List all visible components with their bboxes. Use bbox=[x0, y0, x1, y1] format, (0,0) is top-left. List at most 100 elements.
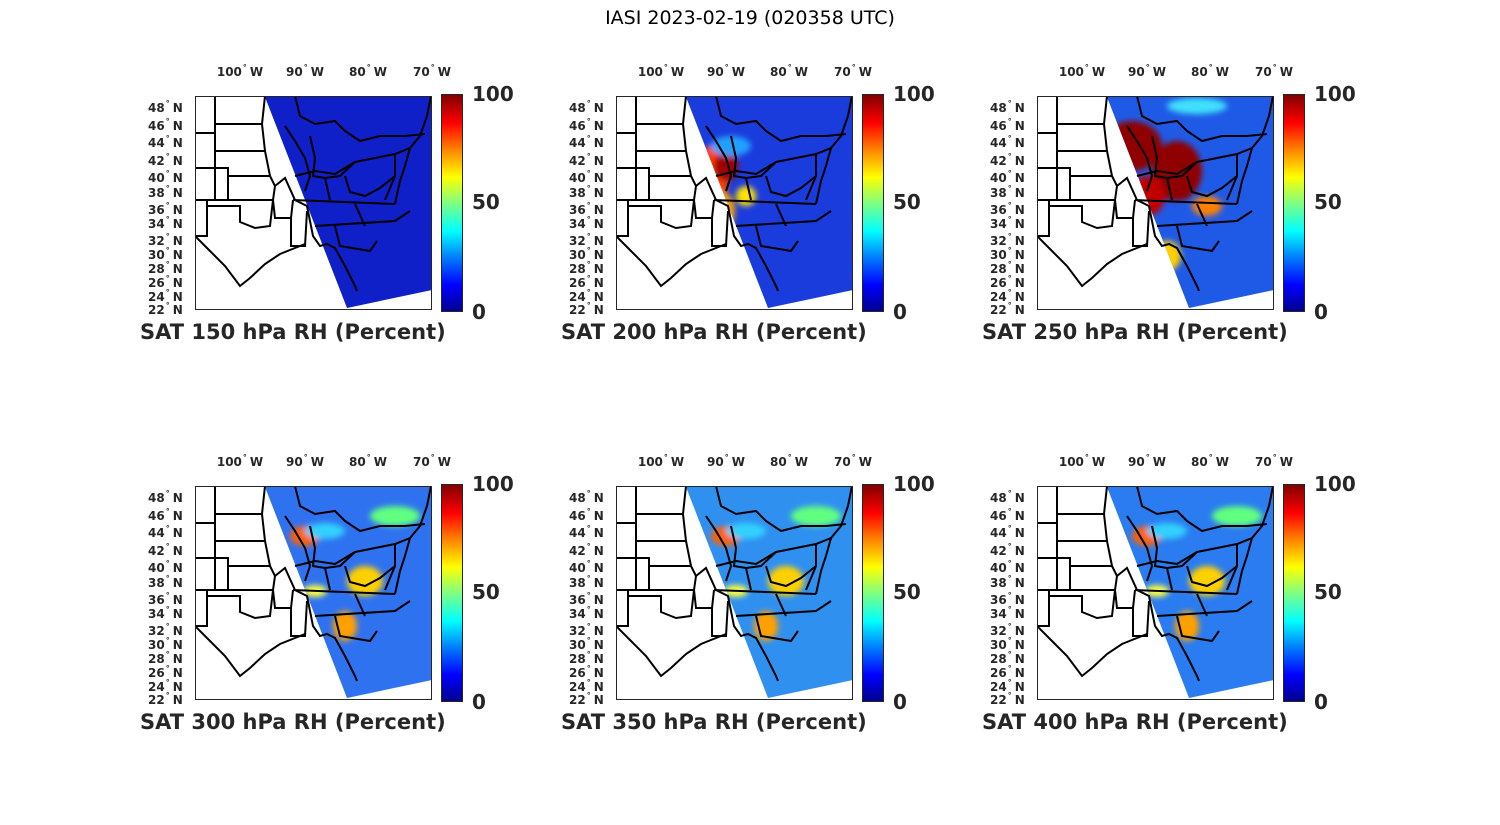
state-boundary bbox=[1102, 96, 1119, 201]
humidity-region bbox=[1212, 506, 1262, 526]
colorbar-tick-label: 50 bbox=[893, 190, 921, 214]
state-boundary bbox=[294, 486, 426, 533]
lon-tick-label: 80° W bbox=[1191, 63, 1229, 79]
state-boundary bbox=[1134, 199, 1238, 205]
colorbar bbox=[862, 484, 884, 702]
lat-tick-label: 46° N bbox=[990, 507, 1025, 523]
state-boundary bbox=[616, 589, 695, 627]
lat-tick-label: 38° N bbox=[990, 184, 1025, 200]
lat-tick-label: 46° N bbox=[569, 117, 604, 133]
state-boundary bbox=[715, 486, 853, 567]
lat-tick-label: 44° N bbox=[990, 524, 1025, 540]
lat-tick-label: 22° N bbox=[990, 301, 1025, 317]
state-boundary bbox=[1156, 210, 1253, 227]
colorbar-tick-label: 0 bbox=[893, 300, 907, 324]
lat-tick-label: 46° N bbox=[148, 507, 183, 523]
state-boundary bbox=[314, 210, 411, 227]
lat-tick-label: 48° N bbox=[990, 489, 1025, 505]
state-boundary bbox=[1236, 147, 1253, 205]
map-frame bbox=[195, 96, 432, 310]
lat-tick-label: 26° N bbox=[148, 664, 183, 680]
lat-tick-label: 42° N bbox=[990, 542, 1025, 558]
lon-tick-label: 90° W bbox=[707, 453, 745, 469]
lat-tick-label: 22° N bbox=[569, 691, 604, 707]
humidity-region bbox=[726, 523, 766, 539]
lat-tick-label: 22° N bbox=[148, 301, 183, 317]
lat-tick-label: 48° N bbox=[569, 489, 604, 505]
state-boundary bbox=[1037, 199, 1116, 237]
humidity-region bbox=[768, 566, 804, 596]
lat-tick-label: 24° N bbox=[148, 678, 183, 694]
lat-tick-label: 32° N bbox=[148, 232, 183, 248]
map-panel: 100° W 90° W 80° W 70° W 48° N 46° N 44° N 42° N 40° N 38°… bbox=[140, 453, 615, 816]
colorbar-tick-label: 100 bbox=[472, 82, 514, 106]
lat-tick-label: 40° N bbox=[569, 559, 604, 575]
state-boundary bbox=[195, 589, 274, 627]
colorbar-tick-label: 100 bbox=[893, 472, 935, 496]
lat-tick-label: 30° N bbox=[569, 246, 604, 262]
colorbar-tick-label: 0 bbox=[893, 690, 907, 714]
state-boundary bbox=[1114, 589, 1136, 609]
map-panel: 100° W 90° W 80° W 70° W 48° N 46° N 44° N 42° N 40° N 38°… bbox=[561, 453, 1036, 816]
lat-tick-label: 44° N bbox=[148, 134, 183, 150]
state-boundary bbox=[1166, 177, 1173, 201]
lon-tick-label: 80° W bbox=[349, 63, 387, 79]
state-boundary bbox=[713, 199, 817, 205]
map-frame bbox=[1037, 486, 1274, 700]
lat-tick-label: 34° N bbox=[569, 605, 604, 621]
state-boundary bbox=[260, 486, 277, 591]
state-boundary bbox=[1226, 154, 1238, 201]
lat-tick-label: 40° N bbox=[990, 559, 1025, 575]
lat-tick-label: 22° N bbox=[990, 691, 1025, 707]
lat-tick-label: 26° N bbox=[148, 274, 183, 290]
humidity-region bbox=[1189, 566, 1225, 596]
state-boundary bbox=[713, 589, 817, 595]
state-boundary bbox=[284, 515, 312, 582]
state-boundary bbox=[272, 589, 294, 609]
lat-tick-label: 38° N bbox=[148, 184, 183, 200]
state-boundary bbox=[1186, 565, 1238, 588]
lat-tick-label: 40° N bbox=[569, 169, 604, 185]
lat-tick-label: 44° N bbox=[569, 134, 604, 150]
state-boundary bbox=[1186, 175, 1238, 198]
state-boundary bbox=[324, 567, 331, 591]
state-boundary bbox=[775, 593, 787, 617]
state-boundary bbox=[324, 177, 331, 201]
lat-tick-label: 36° N bbox=[569, 201, 604, 217]
state-boundary bbox=[1196, 203, 1208, 227]
colorbar-tick-label: 100 bbox=[1314, 472, 1356, 496]
state-boundary bbox=[1166, 567, 1173, 591]
lon-tick-label: 80° W bbox=[1191, 453, 1229, 469]
lon-tick-label: 100° W bbox=[1058, 63, 1106, 79]
lat-tick-label: 36° N bbox=[990, 201, 1025, 217]
lat-tick-label: 30° N bbox=[148, 246, 183, 262]
state-boundary bbox=[1236, 537, 1253, 595]
state-boundary bbox=[1136, 486, 1274, 567]
state-boundary bbox=[274, 176, 358, 292]
state-boundary bbox=[1156, 600, 1253, 617]
panel-title: SAT 150 hPa RH (Percent) bbox=[140, 320, 446, 344]
lat-tick-label: 36° N bbox=[569, 591, 604, 607]
humidity-region bbox=[1147, 523, 1187, 539]
humidity-region bbox=[1192, 196, 1222, 216]
lat-tick-label: 32° N bbox=[148, 622, 183, 638]
state-boundary bbox=[195, 625, 306, 678]
state-boundary bbox=[354, 593, 366, 617]
lat-tick-label: 42° N bbox=[569, 542, 604, 558]
state-boundary bbox=[815, 537, 832, 595]
lat-tick-label: 30° N bbox=[990, 636, 1025, 652]
colorbar bbox=[441, 94, 463, 312]
state-boundary bbox=[195, 167, 270, 177]
state-boundary bbox=[1136, 96, 1274, 177]
lat-tick-label: 32° N bbox=[990, 622, 1025, 638]
lat-tick-label: 22° N bbox=[569, 301, 604, 317]
map-panel: 100° W 90° W 80° W 70° W 48° N 46° N 44° N 42° N 40° N 38°… bbox=[982, 63, 1457, 426]
state-boundary bbox=[1037, 235, 1148, 288]
colorbar-tick-label: 0 bbox=[472, 690, 486, 714]
lon-tick-label: 70° W bbox=[413, 453, 451, 469]
state-boundary bbox=[616, 625, 727, 678]
lat-tick-label: 28° N bbox=[990, 650, 1025, 666]
colorbar-tick-label: 100 bbox=[1314, 82, 1356, 106]
colorbar-tick-label: 100 bbox=[893, 82, 935, 106]
